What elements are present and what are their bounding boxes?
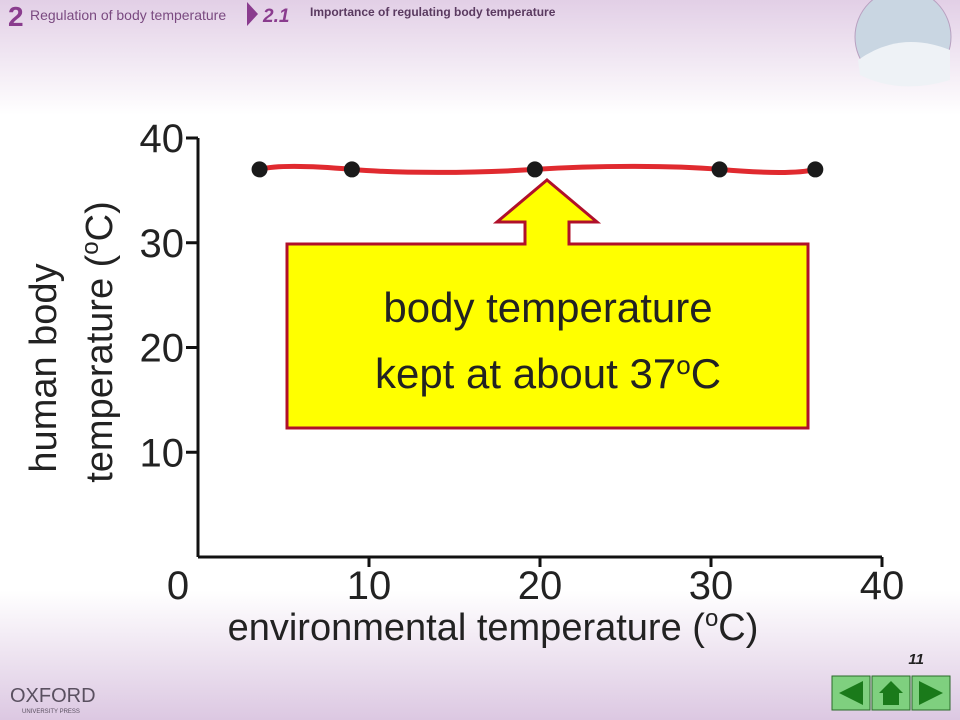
x-tick-label: 10 xyxy=(347,564,392,608)
section-title: Importance of regulating body temperatur… xyxy=(310,5,556,19)
data-point xyxy=(251,161,268,178)
y-axis-label: temperature (oC) xyxy=(77,201,121,483)
annotation-text: body temperature xyxy=(383,284,712,331)
nav-home[interactable] xyxy=(871,675,911,711)
chapter-title: Regulation of body temperature xyxy=(30,7,226,23)
data-point xyxy=(807,161,824,178)
y-tick-label: 20 xyxy=(140,327,185,371)
annotation-box xyxy=(285,178,810,430)
x-tick-label: 20 xyxy=(518,564,563,608)
x-tick-label: 0 xyxy=(167,564,189,608)
section-number: 2.1 xyxy=(262,6,289,27)
publisher: OXFORD xyxy=(10,685,96,707)
x-axis-label: environmental temperature (oC) xyxy=(228,605,759,649)
annotation-text: kept at about 37oC xyxy=(375,350,721,397)
x-tick-label: 30 xyxy=(689,564,734,608)
x-tick-label: 40 xyxy=(860,564,905,608)
nav-back[interactable] xyxy=(831,675,871,711)
chapter-number: 2 xyxy=(8,1,24,32)
page-number: 11 xyxy=(908,651,924,668)
header-arrow xyxy=(247,2,258,26)
data-point xyxy=(711,161,728,178)
photo-snow xyxy=(858,42,950,87)
y-tick-label: 10 xyxy=(140,431,185,475)
data-point xyxy=(526,161,543,178)
y-axis-label: human body xyxy=(23,263,65,472)
publisher-sub: UNIVERSITY PRESS xyxy=(22,709,80,715)
y-tick-label: 40 xyxy=(140,117,185,161)
data-point xyxy=(343,161,360,178)
y-tick-label: 30 xyxy=(140,222,185,266)
nav-next[interactable] xyxy=(911,675,951,711)
